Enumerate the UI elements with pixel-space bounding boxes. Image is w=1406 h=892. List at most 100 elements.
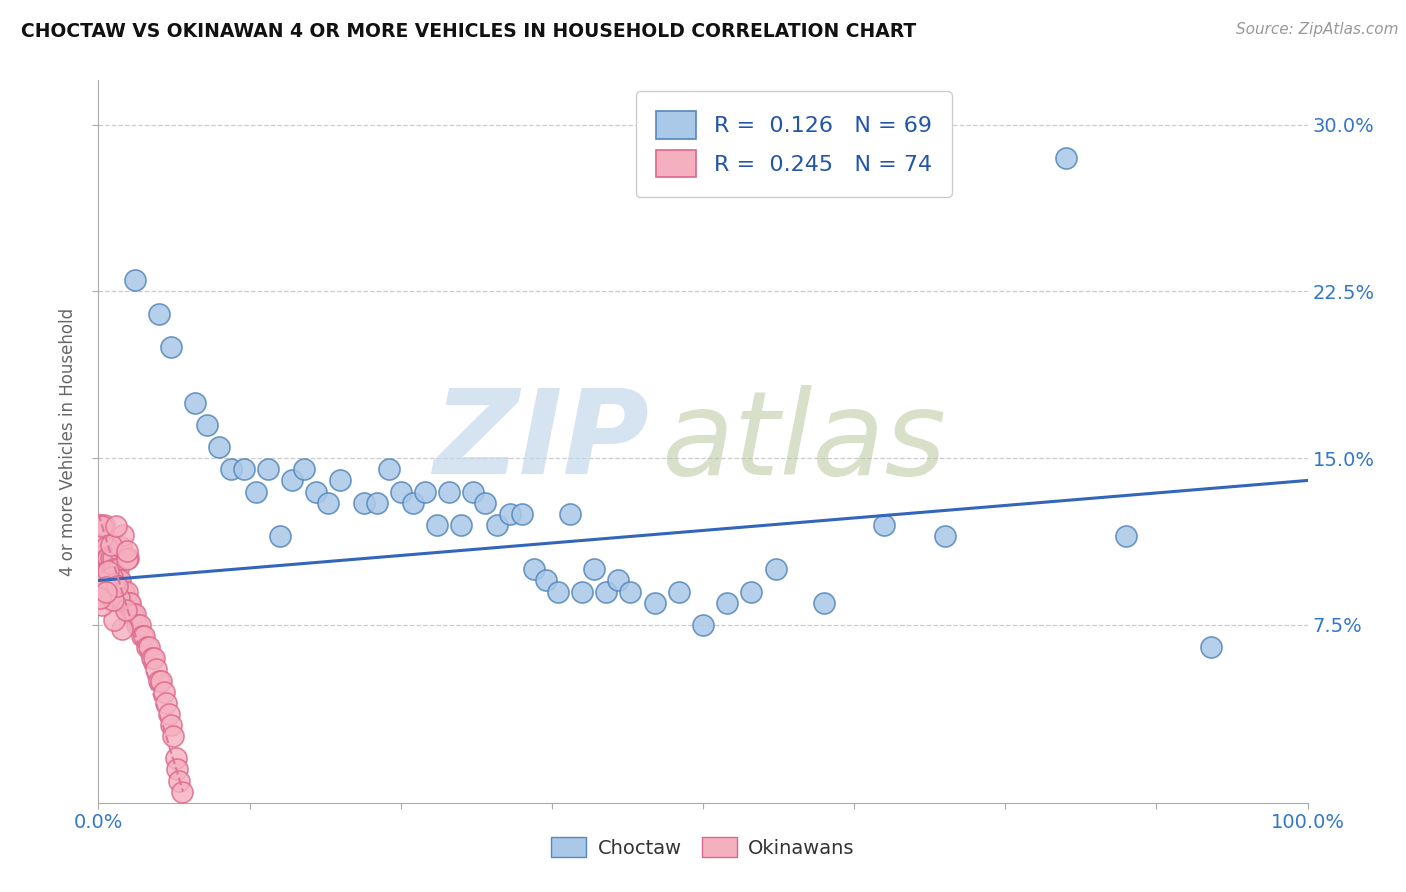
Point xyxy=(128,618,150,632)
Point xyxy=(94,540,117,554)
Point xyxy=(150,673,173,688)
Point xyxy=(124,273,146,287)
Point xyxy=(305,484,328,499)
Point xyxy=(160,718,183,732)
Point xyxy=(100,562,122,576)
Point xyxy=(165,751,187,765)
Point xyxy=(547,584,569,599)
Point xyxy=(93,517,115,532)
Point xyxy=(450,517,472,532)
Point xyxy=(107,562,129,576)
Point xyxy=(716,596,738,610)
Point xyxy=(98,562,121,576)
Point xyxy=(232,462,254,476)
Point xyxy=(595,584,617,599)
Point xyxy=(112,584,135,599)
Point xyxy=(101,593,124,607)
Point xyxy=(103,562,125,576)
Point xyxy=(131,629,153,643)
Point xyxy=(121,607,143,621)
Point xyxy=(111,528,134,542)
Point xyxy=(486,517,509,532)
Point xyxy=(103,613,125,627)
Point xyxy=(94,580,117,594)
Point xyxy=(607,574,630,588)
Point xyxy=(108,591,131,606)
Point xyxy=(148,307,170,321)
Point xyxy=(1199,640,1222,655)
Point xyxy=(510,507,533,521)
Point xyxy=(162,729,184,743)
Point xyxy=(366,496,388,510)
Point xyxy=(498,507,520,521)
Point xyxy=(426,517,449,532)
Point xyxy=(89,517,111,532)
Point xyxy=(96,551,118,566)
Point xyxy=(90,574,112,589)
Text: CHOCTAW VS OKINAWAN 4 OR MORE VEHICLES IN HOUSEHOLD CORRELATION CHART: CHOCTAW VS OKINAWAN 4 OR MORE VEHICLES I… xyxy=(21,22,917,41)
Point xyxy=(143,651,166,665)
Point xyxy=(104,519,127,533)
Point xyxy=(463,484,485,499)
Point xyxy=(122,607,145,621)
Y-axis label: 4 or more Vehicles in Household: 4 or more Vehicles in Household xyxy=(59,308,77,575)
Point xyxy=(100,551,122,566)
Point xyxy=(619,584,641,599)
Point xyxy=(1054,151,1077,165)
Point xyxy=(115,552,138,566)
Point xyxy=(934,529,956,543)
Point xyxy=(571,584,593,599)
Point xyxy=(117,550,139,565)
Point xyxy=(115,596,138,610)
Point xyxy=(105,579,128,593)
Point xyxy=(97,564,120,578)
Point xyxy=(644,596,666,610)
Point xyxy=(402,496,425,510)
Point xyxy=(208,440,231,454)
Point xyxy=(583,562,606,576)
Point xyxy=(160,340,183,354)
Point xyxy=(256,462,278,476)
Point xyxy=(184,395,207,409)
Point xyxy=(316,496,339,510)
Point xyxy=(100,538,122,552)
Point xyxy=(692,618,714,632)
Point xyxy=(91,529,114,543)
Point xyxy=(353,496,375,510)
Point xyxy=(813,596,835,610)
Point xyxy=(269,529,291,543)
Point xyxy=(108,574,131,588)
Legend: Choctaw, Okinawans: Choctaw, Okinawans xyxy=(544,830,862,865)
Text: atlas: atlas xyxy=(661,384,946,499)
Text: ZIP: ZIP xyxy=(433,384,648,499)
Point xyxy=(103,576,125,591)
Point xyxy=(474,496,496,510)
Point xyxy=(1115,529,1137,543)
Point xyxy=(108,574,131,588)
Point xyxy=(90,529,112,543)
Point xyxy=(120,607,142,621)
Point xyxy=(91,529,114,543)
Point xyxy=(195,417,218,432)
Point xyxy=(90,519,112,533)
Point xyxy=(127,618,149,632)
Point xyxy=(114,596,136,610)
Point xyxy=(97,551,120,566)
Point xyxy=(105,574,128,588)
Point xyxy=(117,584,139,599)
Point xyxy=(115,603,138,617)
Point xyxy=(104,578,127,592)
Point xyxy=(221,462,243,476)
Point xyxy=(558,507,581,521)
Point xyxy=(155,696,177,710)
Point xyxy=(281,474,304,488)
Point xyxy=(135,640,157,655)
Point xyxy=(124,607,146,621)
Point xyxy=(534,574,557,588)
Point xyxy=(873,517,896,532)
Point xyxy=(90,599,112,613)
Point xyxy=(111,584,134,599)
Point xyxy=(170,785,193,799)
Point xyxy=(166,763,188,777)
Point xyxy=(169,773,191,788)
